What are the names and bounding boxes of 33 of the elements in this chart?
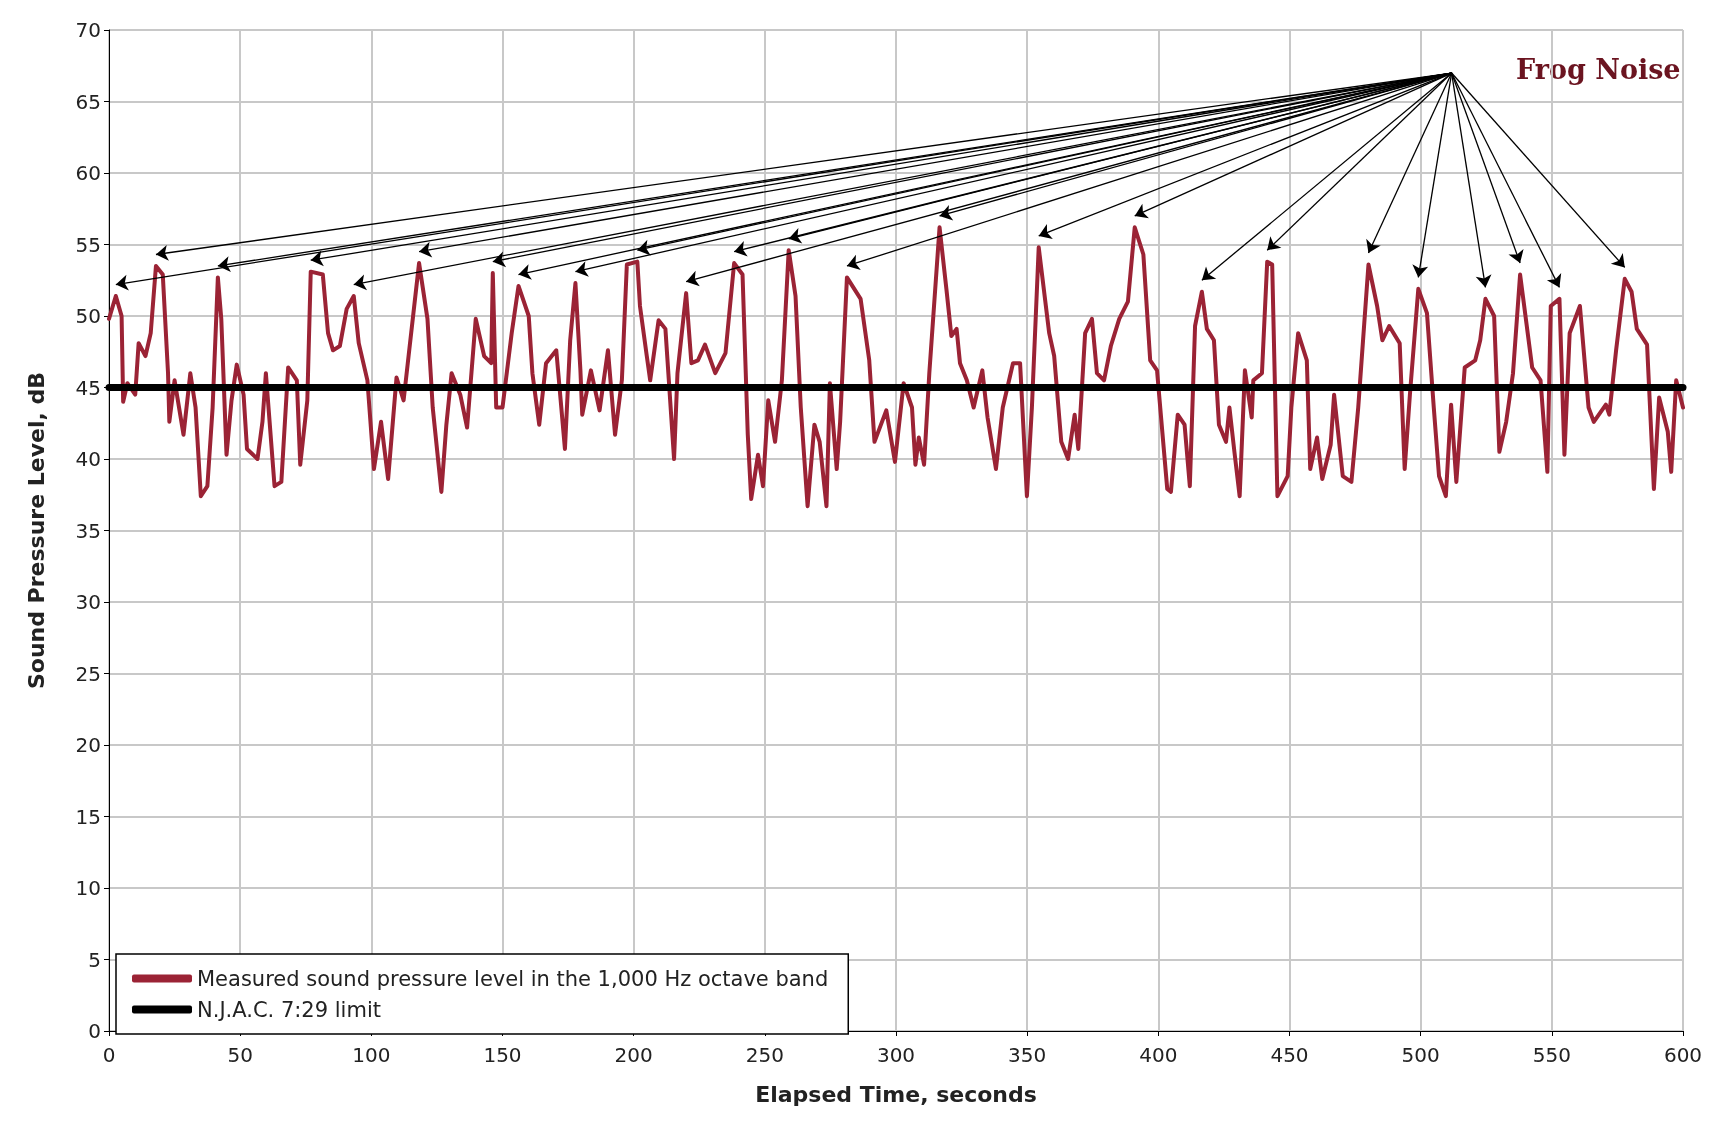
y-tick-label: 40 <box>75 447 101 471</box>
x-tick-label: 400 <box>1139 1043 1178 1067</box>
y-tick-label: 60 <box>75 161 101 185</box>
line-series <box>107 225 1685 509</box>
y-tick-label: 65 <box>75 89 101 114</box>
x-tick-label: 150 <box>483 1043 522 1067</box>
y-tick-label: 55 <box>75 232 101 257</box>
y-tick-label: 30 <box>75 590 101 614</box>
y-tick-label: 5 <box>88 947 101 972</box>
x-tick-label: 250 <box>745 1043 784 1067</box>
y-tick-label: 50 <box>75 304 101 328</box>
x-tick-label: 350 <box>1008 1043 1047 1067</box>
x-axis-title: Elapsed Time, seconds <box>755 1081 1037 1107</box>
y-tick-label: 15 <box>75 804 101 829</box>
x-tick-label: 450 <box>1270 1043 1309 1067</box>
x-tick-label: 100 <box>352 1043 391 1067</box>
legend-label: Measured sound pressure level in the 1,000 Hz octave band <box>197 966 829 991</box>
y-axis-title: Sound Pressure Level, dB <box>23 371 49 690</box>
x-tick-label: 300 <box>876 1043 916 1067</box>
y-tick-label: 70 <box>75 18 101 42</box>
y-tick-label: 25 <box>75 661 101 686</box>
x-tick-label: 550 <box>1532 1043 1571 1067</box>
x-tick-label: 50 <box>227 1043 253 1067</box>
annotation: Frog Noise <box>1516 54 1681 85</box>
y-tick-label: 35 <box>75 518 101 543</box>
y-tick-label: 20 <box>75 733 101 757</box>
y-tick-label: 45 <box>75 375 101 400</box>
y-tick-label: 0 <box>88 1019 101 1043</box>
x-tick-label: 200 <box>614 1043 653 1067</box>
x-tick-label: 500 <box>1401 1043 1440 1067</box>
y-tick-label: 10 <box>75 876 101 900</box>
x-tick-label: 600 <box>1663 1043 1703 1067</box>
legend-label: N.J.A.C. 7:29 limit <box>197 997 381 1022</box>
